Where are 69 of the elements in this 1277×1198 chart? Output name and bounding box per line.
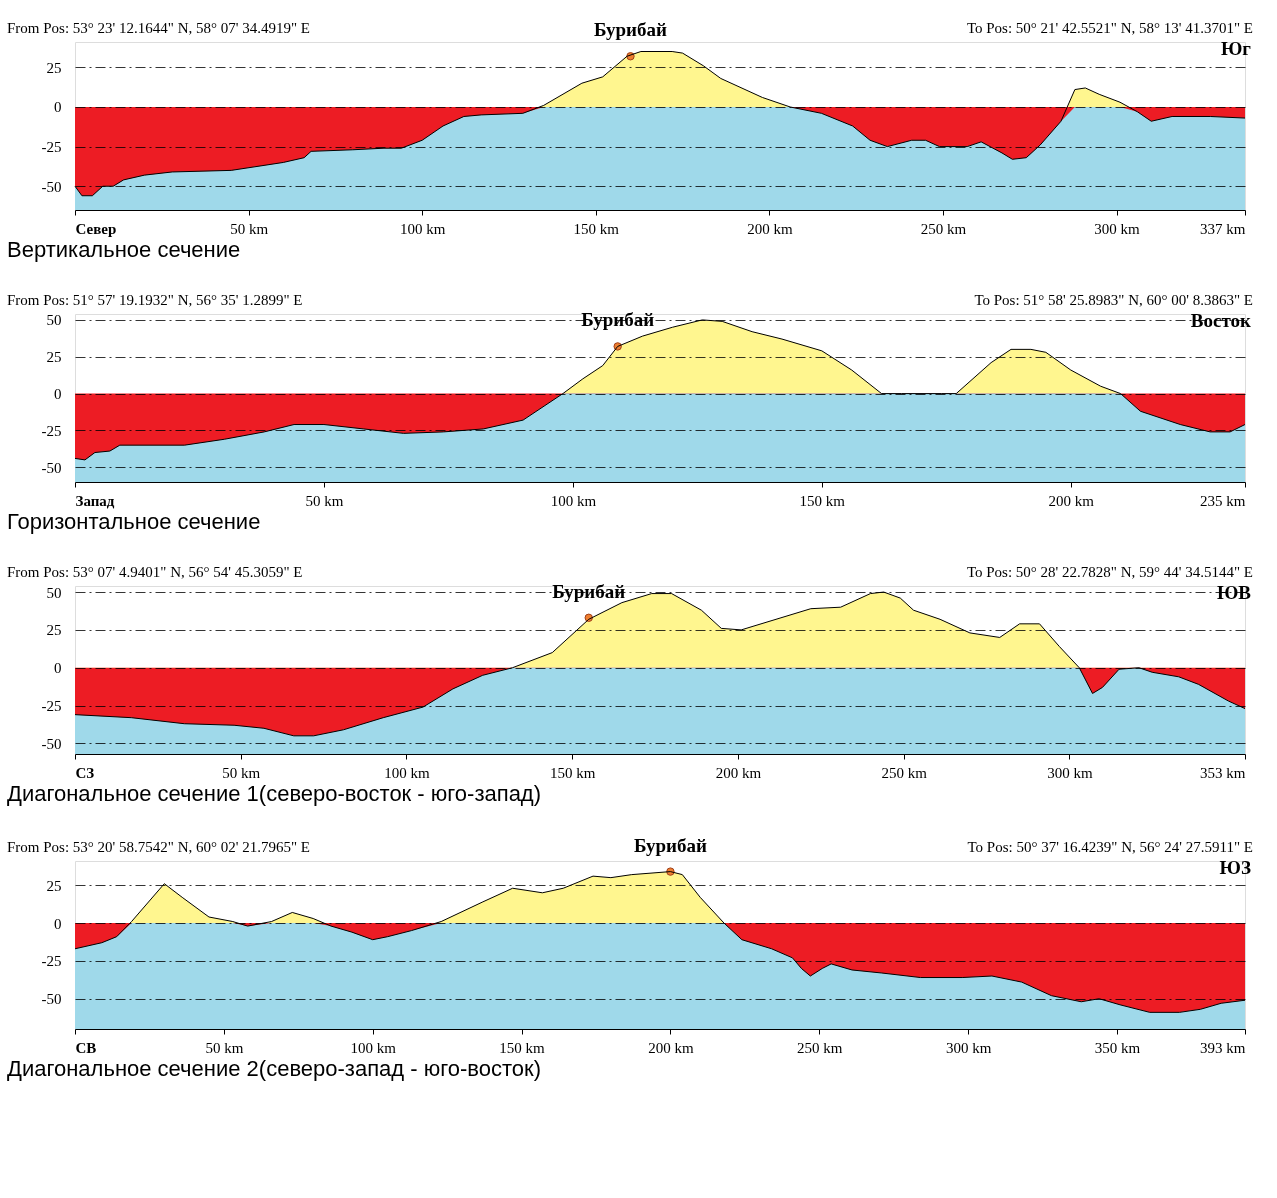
y-tick-label: -25 xyxy=(41,953,62,970)
y-tick-label: 25 xyxy=(46,877,62,894)
x-tick-label: 150 km xyxy=(549,764,596,781)
x-tick-label: 150 km xyxy=(499,1039,546,1056)
text: Вертикальное сечение xyxy=(7,237,241,262)
y-tick-label: 0 xyxy=(54,386,62,403)
y-tick-label: 25 xyxy=(46,349,62,366)
x-tick-label: 250 km xyxy=(881,764,928,781)
x-tick-label: 337 km xyxy=(1200,220,1246,237)
x-tick-label: 250 km xyxy=(797,1039,843,1056)
text: From Pos: 51° 57' 19.1932" N, 56° 35' 1.2899" E xyxy=(7,292,303,308)
x-tick-label: 353 km xyxy=(1200,764,1246,781)
x-tick-label: 350 km xyxy=(1094,1039,1141,1056)
y-tick-label: 0 xyxy=(54,660,62,677)
text: To Pos: 50° 37' 16.4239" N, 56° 24' 27.5911" E xyxy=(967,839,1253,855)
annotation: Юг xyxy=(1220,38,1252,59)
y-tick-label: -50 xyxy=(41,991,62,1008)
y-tick-label: -25 xyxy=(41,422,62,439)
text: To Pos: 51° 58' 25.8983" N, 60° 00' 8.3863" E xyxy=(974,292,1253,308)
annotation: ЮВ xyxy=(1216,582,1252,603)
x-tick-label: 150 km xyxy=(799,492,846,509)
x-tick-label: 393 km xyxy=(1200,1039,1246,1056)
x-tick-label: 100 km xyxy=(350,1039,397,1056)
text: From Pos: 53° 07' 4.9401" N, 56° 54' 45.3059" E xyxy=(7,564,303,580)
text: From Pos: 53° 23' 12.1644" N, 58° 07' 34.4919" E xyxy=(7,20,310,36)
y-tick-label: 25 xyxy=(46,59,62,76)
x-tick-label: 250 km xyxy=(920,220,967,237)
x-tick-label: СВ xyxy=(75,1039,97,1056)
annotation: Бурибай xyxy=(581,309,655,331)
x-tick-label: 50 km xyxy=(305,492,344,509)
annotation: Бурибай xyxy=(593,19,668,41)
y-tick-label: 25 xyxy=(46,622,62,639)
x-tick-label: 200 km xyxy=(747,220,793,237)
x-tick-label: 50 km xyxy=(205,1039,244,1056)
text: Горизонтальное сечение xyxy=(7,509,261,534)
x-tick-label: 200 km xyxy=(1048,492,1095,509)
x-tick-label: 300 km xyxy=(945,1039,992,1056)
y-tick-label: -50 xyxy=(41,178,62,195)
text: Диагональное сечение 2(северо-запад - юго-восток) xyxy=(7,1056,542,1081)
x-tick-label: 200 km xyxy=(715,764,762,781)
annotation: Бурибай xyxy=(552,580,626,602)
annotation: Восток xyxy=(1190,310,1252,331)
x-tick-label: 100 km xyxy=(384,764,430,781)
x-tick-label: СЗ xyxy=(75,764,95,781)
x-tick-label: Север xyxy=(75,220,117,237)
y-tick-label: -50 xyxy=(41,735,62,752)
y-tick-label: 50 xyxy=(46,584,62,601)
y-tick-label: -50 xyxy=(41,459,62,476)
text: To Pos: 50° 21' 42.5521" N, 58° 13' 41.3701" E xyxy=(966,20,1253,36)
y-tick-label: -25 xyxy=(41,139,62,156)
x-tick-label: 300 km xyxy=(1094,220,1141,237)
x-tick-label: 50 km xyxy=(230,220,269,237)
text: From Pos: 53° 20' 58.7542" N, 60° 02' 21.7965" E xyxy=(7,839,310,855)
x-tick-label: 235 km xyxy=(1200,492,1246,509)
y-tick-label: 0 xyxy=(54,915,62,932)
x-tick-label: 100 km xyxy=(399,220,446,237)
annotation: Бурибай xyxy=(633,834,707,856)
x-tick-label: 200 km xyxy=(648,1039,694,1056)
x-tick-label: 50 km xyxy=(222,764,261,781)
x-tick-label: Запад xyxy=(75,492,115,509)
text: To Pos: 50° 28' 22.7828" N, 59° 44' 34.5144" E xyxy=(966,564,1253,580)
x-tick-label: 300 km xyxy=(1047,764,1093,781)
x-tick-label: 150 km xyxy=(573,220,620,237)
annotation: ЮЗ xyxy=(1219,857,1251,878)
x-tick-label: 100 km xyxy=(550,492,597,509)
text: Диагональное сечение 1(северо-восток - юго-запад) xyxy=(7,781,542,806)
y-tick-label: 0 xyxy=(54,99,62,116)
y-tick-label: -25 xyxy=(41,698,62,715)
y-tick-label: 50 xyxy=(46,312,62,329)
